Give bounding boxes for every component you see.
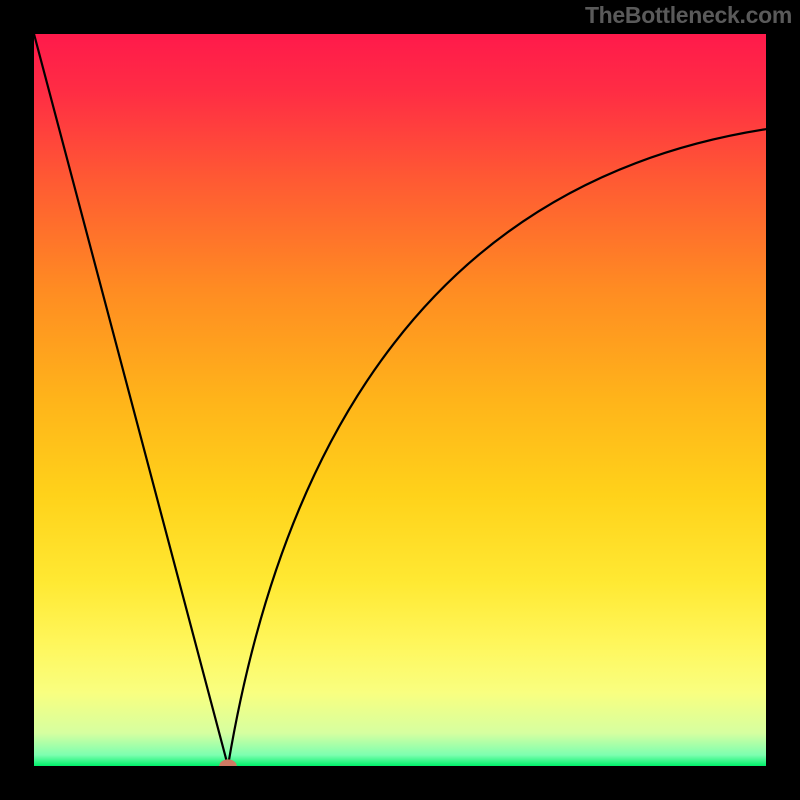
minimum-marker xyxy=(219,759,237,766)
plot-area xyxy=(34,34,766,766)
watermark-text: TheBottleneck.com xyxy=(585,2,792,29)
curve-layer xyxy=(34,34,766,766)
bottleneck-curve xyxy=(34,34,766,766)
chart-container: TheBottleneck.com xyxy=(0,0,800,800)
